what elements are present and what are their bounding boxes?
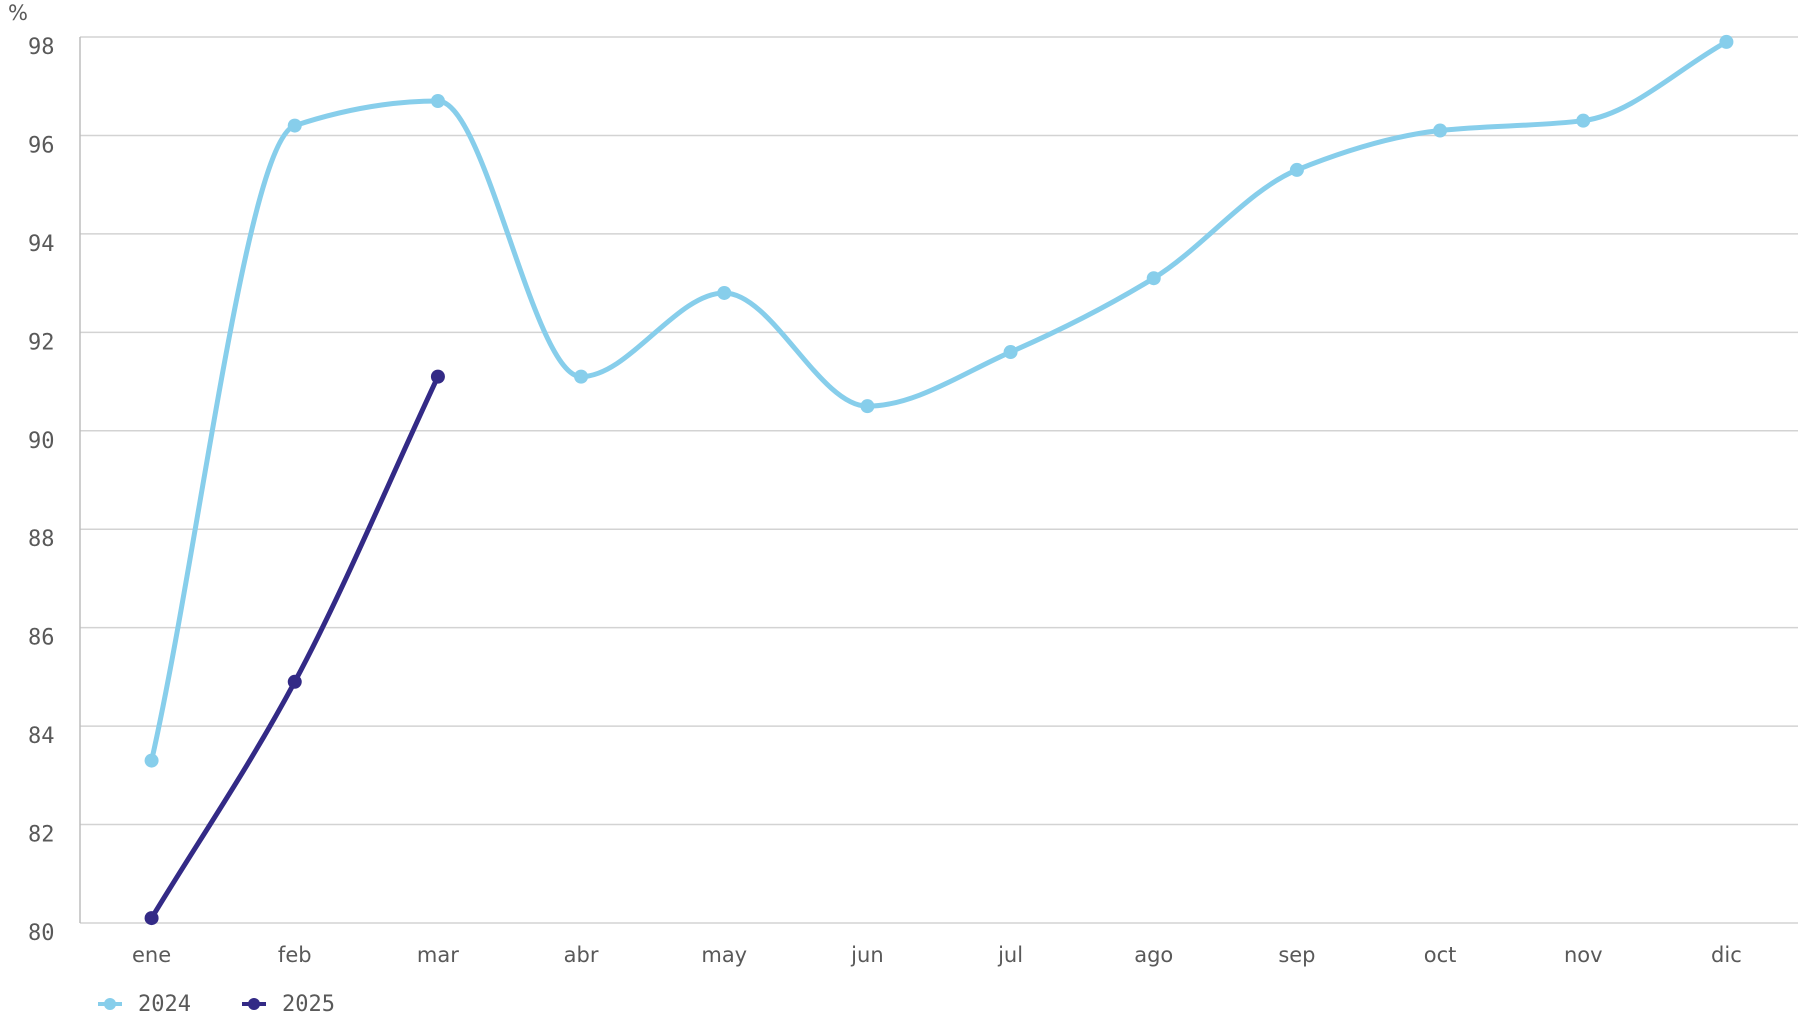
y-tick-label: 80 bbox=[28, 921, 55, 946]
series-line bbox=[149, 375, 441, 920]
legend-label: 2024 bbox=[138, 992, 191, 1017]
x-tick-label: jun bbox=[850, 943, 883, 967]
x-tick-label: sep bbox=[1278, 943, 1315, 967]
legend-label: 2025 bbox=[282, 992, 335, 1017]
y-tick-label: 96 bbox=[28, 133, 55, 158]
y-tick-label: 98 bbox=[28, 35, 55, 60]
series-line bbox=[149, 39, 1728, 762]
data-point bbox=[1576, 113, 1591, 128]
data-point bbox=[860, 399, 875, 414]
data-point bbox=[1719, 34, 1734, 49]
data-point bbox=[717, 285, 732, 300]
y-tick-label: 82 bbox=[28, 823, 55, 848]
data-point bbox=[287, 118, 302, 133]
y-tick-label: 92 bbox=[28, 330, 55, 355]
data-point bbox=[430, 369, 445, 384]
data-point bbox=[1289, 162, 1304, 177]
data-point bbox=[1433, 123, 1448, 138]
x-tick-label: oct bbox=[1424, 943, 1457, 967]
x-tick-label: jul bbox=[997, 943, 1023, 967]
y-axis-label: % bbox=[8, 1, 28, 25]
data-point bbox=[574, 369, 589, 384]
data-point bbox=[287, 674, 302, 689]
x-tick-label: abr bbox=[564, 943, 599, 967]
y-tick-label: 86 bbox=[28, 626, 55, 651]
x-tick-label: feb bbox=[278, 943, 312, 967]
x-tick-label: mar bbox=[417, 943, 459, 967]
x-tick-label: ene bbox=[132, 943, 171, 967]
y-tick-label: 90 bbox=[28, 429, 55, 454]
x-tick-label: may bbox=[701, 943, 747, 967]
y-tick-label: 88 bbox=[28, 527, 55, 552]
y-tick-label: 84 bbox=[28, 724, 55, 749]
data-point bbox=[144, 911, 159, 926]
data-point bbox=[1146, 271, 1161, 286]
x-tick-label: nov bbox=[1564, 943, 1603, 967]
data-point bbox=[430, 93, 445, 108]
data-point bbox=[144, 753, 159, 768]
legend-marker bbox=[104, 998, 116, 1010]
y-tick-label: 94 bbox=[28, 232, 55, 257]
x-tick-label: dic bbox=[1711, 943, 1742, 967]
x-tick-label: ago bbox=[1134, 943, 1173, 967]
data-point bbox=[1003, 345, 1018, 360]
legend-marker bbox=[248, 998, 260, 1010]
